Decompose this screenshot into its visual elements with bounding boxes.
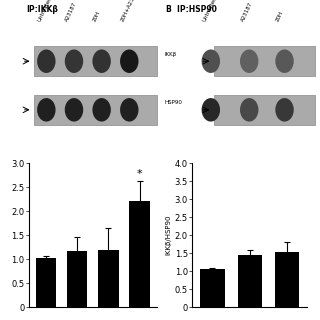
Text: IP:IKKβ: IP:IKKβ xyxy=(26,5,58,14)
Ellipse shape xyxy=(202,98,220,122)
Ellipse shape xyxy=(275,98,294,122)
Text: Untreated: Untreated xyxy=(37,0,53,22)
Bar xyxy=(214,46,315,76)
Ellipse shape xyxy=(120,50,139,73)
Ellipse shape xyxy=(240,50,259,73)
Bar xyxy=(214,95,315,125)
Ellipse shape xyxy=(65,98,83,122)
Text: IKKβ: IKKβ xyxy=(165,52,177,57)
Bar xyxy=(67,251,87,307)
Bar xyxy=(98,250,118,307)
Text: 20H: 20H xyxy=(92,10,102,22)
Text: B  IP:HSP90: B IP:HSP90 xyxy=(166,5,217,14)
Text: A23187: A23187 xyxy=(65,1,78,22)
Bar xyxy=(34,46,157,76)
Text: *: * xyxy=(137,169,142,179)
Bar xyxy=(130,201,150,307)
Ellipse shape xyxy=(120,98,139,122)
Ellipse shape xyxy=(92,98,111,122)
Ellipse shape xyxy=(275,50,294,73)
Bar xyxy=(200,269,225,307)
Ellipse shape xyxy=(92,50,111,73)
Ellipse shape xyxy=(240,98,259,122)
Ellipse shape xyxy=(65,50,83,73)
Bar xyxy=(34,95,157,125)
Text: 20H+A23187: 20H+A23187 xyxy=(120,0,140,22)
Text: HSP90: HSP90 xyxy=(165,100,183,105)
Bar xyxy=(275,252,299,307)
Ellipse shape xyxy=(202,50,220,73)
Y-axis label: IKKβ/HSP90: IKKβ/HSP90 xyxy=(166,215,172,255)
Bar xyxy=(36,258,56,307)
Text: 20H: 20H xyxy=(275,10,284,22)
Ellipse shape xyxy=(37,98,56,122)
Text: A23187: A23187 xyxy=(240,1,253,22)
Ellipse shape xyxy=(37,50,56,73)
Text: Untreated: Untreated xyxy=(202,0,218,22)
Bar xyxy=(237,255,262,307)
